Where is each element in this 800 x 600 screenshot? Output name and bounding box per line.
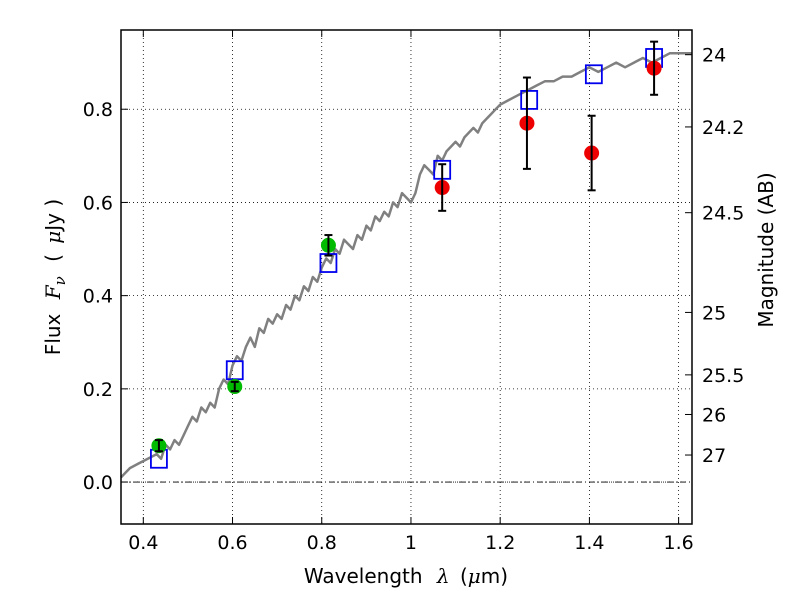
mag-tick-label: 25.5 xyxy=(702,365,744,387)
x-tick-label: 1.6 xyxy=(664,532,694,554)
x-axis-label-prefix: Wavelength xyxy=(304,564,423,588)
y-axis-label-prefix: Flux xyxy=(41,313,65,355)
plot-frame xyxy=(120,29,693,525)
y2-axis-label: Magnitude (AB) xyxy=(754,172,778,327)
mag-tick-label: 24 xyxy=(702,45,726,67)
y-tick-label: 0.2 xyxy=(83,379,113,401)
mag-tick-label: 27 xyxy=(702,445,726,467)
model-photometry-square xyxy=(584,64,603,85)
x-tick-label: 1.4 xyxy=(574,532,604,554)
y-axis-label: Flux Fν ( μJy ) xyxy=(41,199,70,355)
x-axis-label-symbol: λ xyxy=(436,564,450,588)
y-axis-label-unit-rest: Jy ) xyxy=(41,199,65,233)
y-tick-label: 0.4 xyxy=(83,286,113,308)
y-axis-label-sub: ν xyxy=(51,276,69,285)
x-tick-label: 0.8 xyxy=(307,532,337,554)
x-axis-label: Wavelength λ (μm) xyxy=(304,564,508,588)
y-axis-label-symbol: F xyxy=(41,284,65,300)
y-tick-label: 0.6 xyxy=(83,192,113,214)
model-spectrum-line xyxy=(120,52,692,479)
grid-layer xyxy=(121,30,692,524)
x-tick-label: 0.4 xyxy=(128,532,158,554)
x-axis-label-unit-rest: m) xyxy=(481,564,508,588)
mag-tick-label: 24.5 xyxy=(702,203,744,225)
x-axis-label-unit-open: ( xyxy=(460,564,468,588)
y-axis-label-unit-open: ( xyxy=(41,254,65,262)
y-tick-label: 0.8 xyxy=(83,99,113,121)
y-axis-label-unit-mu: μ xyxy=(41,231,65,244)
y-tick-label: 0.0 xyxy=(83,472,113,494)
data-layer xyxy=(120,40,692,479)
mag-tick-label: 26 xyxy=(702,404,726,426)
tick-layer: 0.4 0.6 0.8 1 1.2 1.4 1.6 0.0 0.2 0.4 0.6 0.8 24 24.2… xyxy=(83,30,744,554)
x-tick-label: 1.2 xyxy=(485,532,515,554)
model-photometry-square xyxy=(520,90,539,110)
mag-tick-label: 25 xyxy=(702,302,726,324)
x-axis-label-unit-mu: μ xyxy=(468,564,481,588)
x-tick-label: 1 xyxy=(405,532,417,554)
mag-tick-label: 24.2 xyxy=(702,117,744,139)
x-tick-label: 0.6 xyxy=(217,532,247,554)
